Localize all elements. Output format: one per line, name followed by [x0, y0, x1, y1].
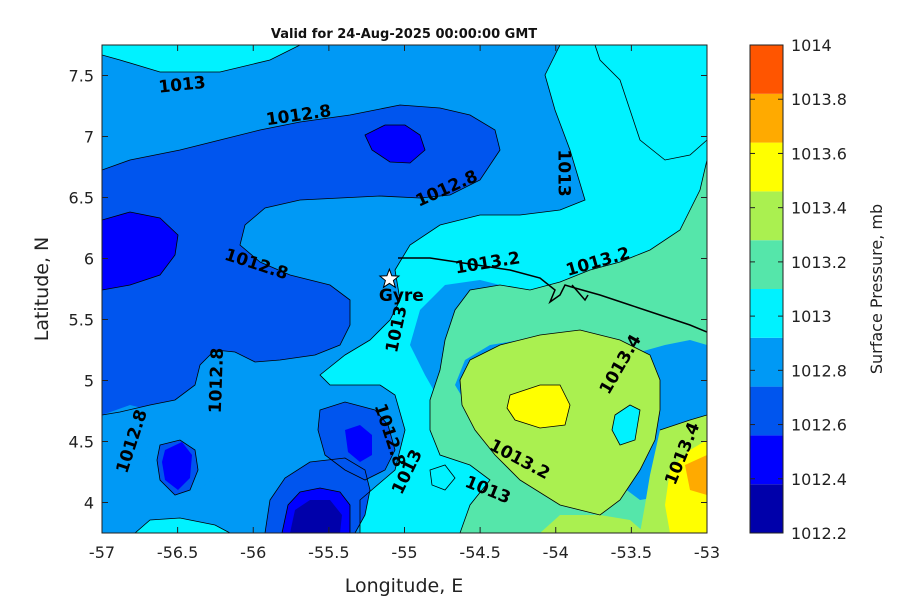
colorbar-tick-label: 1013.8: [791, 90, 847, 109]
field-1012.6-west: [102, 105, 500, 415]
colorbar-segment: [750, 386, 783, 436]
field-1013.4-s: [540, 515, 645, 533]
x-tick-label: -53: [694, 543, 720, 562]
y-tick-label: 6.5: [69, 189, 94, 208]
colorbar-segment: [750, 435, 783, 485]
colorbar-segment: [750, 240, 783, 289]
contour-label: 1013: [158, 73, 207, 98]
contour-lines: [102, 45, 707, 533]
field-1013.0-hole: [612, 405, 640, 445]
x-axis-label: Longitude, E: [345, 575, 464, 597]
colorbar: 1014 1013.8 1013.6 1013.4 1013.2 1013 1012.8 10…: [749, 36, 847, 543]
x-tick-label: -55: [391, 543, 417, 562]
colorbar-tick-label: 1014: [791, 36, 832, 55]
field-1013.0: [102, 45, 707, 533]
field-1013.0-ne: [595, 45, 707, 160]
field-1012.8-sw: [102, 405, 240, 533]
y-tick-label: 5.5: [69, 311, 94, 330]
colorbar-tick-label: 1012.6: [791, 416, 847, 435]
y-tick-label: 7: [84, 128, 94, 147]
colorbar-tick-label: 1013: [791, 307, 832, 326]
x-tick-label: -56.5: [157, 543, 198, 562]
gyre-label: Gyre: [379, 286, 424, 306]
x-tick-label: -57: [89, 543, 115, 562]
colorbar-tick-label: 1013.6: [791, 144, 847, 163]
field-1012.4-c: [345, 425, 372, 462]
x-tick-label: -56: [240, 543, 266, 562]
colorbar-segment: [750, 45, 783, 94]
star-icon: [378, 267, 401, 289]
colorbar-frame: [749, 44, 784, 534]
field-1012.2-s: [290, 500, 342, 533]
contour-label: 1012.8: [206, 347, 228, 413]
colorbar-segment: [750, 93, 783, 143]
x-tick-label: -54.5: [459, 543, 500, 562]
colorbar-tick-label: 1013.2: [791, 253, 847, 272]
field-1012.4-n: [365, 125, 425, 163]
field-1013.0-sw: [135, 518, 230, 533]
field-1013.6-a: [507, 385, 570, 428]
y-axis-label: Latitude, N: [31, 237, 53, 342]
y-tick-label: 4.5: [69, 433, 94, 452]
contour-label: 1013: [553, 149, 573, 196]
chart-title: Valid for 24-Aug-2025 00:00:00 GMT: [271, 27, 537, 42]
colorbar-segment: [750, 289, 783, 338]
x-tick-label: -53.5: [611, 543, 652, 562]
y-tick-label: 5: [84, 372, 94, 391]
colorbar-tick-label: 1012.8: [791, 361, 847, 380]
coastline-inlet: [571, 284, 589, 302]
colorbar-label: Surface Pressure, mb: [867, 204, 886, 374]
y-tick-label: 6: [84, 250, 94, 269]
colorbar-segment: [750, 191, 783, 241]
x-tick-label: -54: [543, 543, 569, 562]
field-1013.8: [685, 455, 707, 495]
x-tick-label: -55.5: [308, 543, 349, 562]
y-tick-label: 7.5: [69, 67, 94, 86]
colorbar-tick-label: 1012.4: [791, 470, 847, 489]
colorbar-segment: [750, 337, 783, 387]
colorbar-tick-label: 1012.2: [791, 524, 847, 543]
colorbar-segment: [750, 484, 783, 533]
colorbar-segment: [750, 142, 783, 192]
colorbar-tick-label: 1013.4: [791, 199, 847, 218]
field-1012.4-sw: [162, 442, 192, 490]
field-1012.4-w: [102, 212, 178, 290]
x-axis: -57 -56.5 -56 -55.5 -55 -54.5 -54 -53.5 -53: [89, 45, 720, 562]
field-1013.0-nw: [102, 45, 300, 72]
coastline: [398, 257, 707, 333]
y-axis: 4 4.5 5 5.5 6 6.5 7 7.5: [69, 67, 707, 513]
y-tick-label: 4: [84, 494, 94, 513]
gyre-marker: Gyre: [378, 267, 424, 306]
